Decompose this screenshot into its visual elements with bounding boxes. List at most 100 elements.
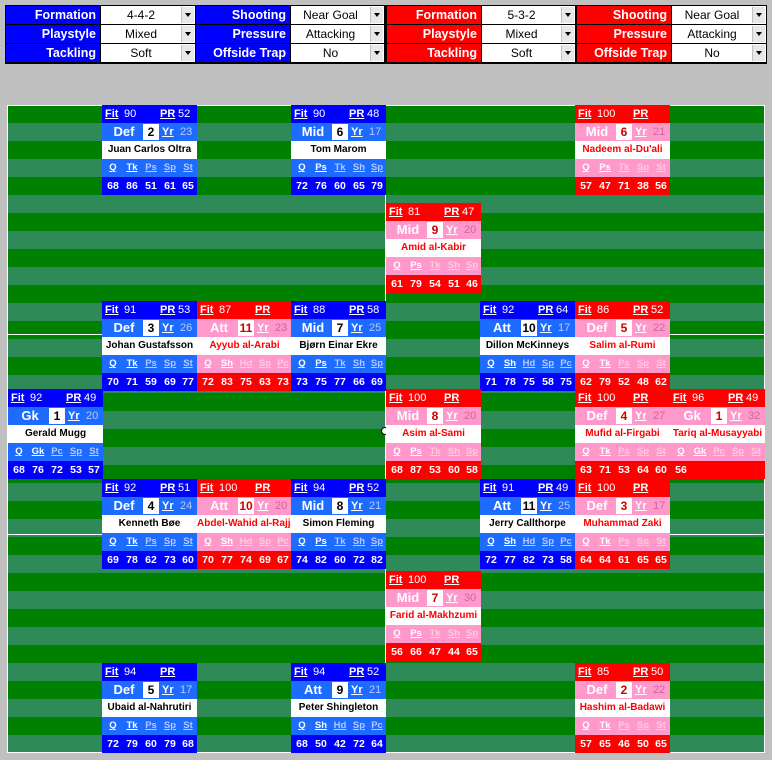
attribute-label[interactable]: Sp: [258, 536, 272, 547]
attribute-label[interactable]: Sp: [163, 358, 177, 369]
fit-label[interactable]: Fit: [200, 482, 214, 494]
yr-label[interactable]: Yr: [730, 410, 742, 422]
attribute-label[interactable]: Sp: [163, 536, 177, 547]
player-card[interactable]: Fit 92 PR 64 Att 10 Yr 17 Dillon McKinneys Q Sh Hd S…: [480, 301, 575, 391]
yr-label[interactable]: Yr: [635, 500, 647, 512]
player-name[interactable]: Ubaid al-Nahrutiri: [102, 699, 197, 717]
player-name[interactable]: Tariq al-Musayyabi: [670, 425, 765, 443]
player-card[interactable]: Fit 94 PR 52 Att 9 Yr 21 Peter Shingleton Q Sh Hd Sp…: [291, 663, 386, 753]
yr-label[interactable]: Yr: [68, 410, 80, 422]
attribute-label[interactable]: Pc: [371, 720, 383, 731]
attribute-label[interactable]: Sh: [220, 536, 234, 547]
shirt-number[interactable]: 9: [332, 682, 348, 698]
attribute-label[interactable]: Sh: [447, 260, 461, 271]
chevron-down-icon[interactable]: [370, 26, 383, 42]
pr-label[interactable]: PR: [444, 392, 460, 404]
player-card[interactable]: Fit 96 PR 49 Gk 1 Yr 32 Tariq al-Musayyabi Q Gk Pc S…: [670, 389, 765, 479]
pr-label[interactable]: PR: [349, 108, 365, 120]
yr-label[interactable]: Yr: [635, 410, 647, 422]
attribute-label[interactable]: Sp: [636, 536, 650, 547]
attribute-label[interactable]: Pc: [560, 536, 572, 547]
fit-label[interactable]: Fit: [389, 392, 403, 404]
attribute-label[interactable]: Tk: [126, 358, 138, 369]
attribute-label[interactable]: Ps: [618, 446, 630, 457]
shirt-number[interactable]: 8: [332, 498, 348, 514]
pr-label[interactable]: PR: [538, 304, 554, 316]
player-card[interactable]: Fit 90 PR 52 Def 2 Yr 23 Juan Carlos Oltra Q Tk Ps S…: [102, 105, 197, 195]
attribute-label[interactable]: Q: [582, 358, 590, 369]
attribute-label[interactable]: Sp: [163, 720, 177, 731]
attribute-label[interactable]: Q: [298, 358, 306, 369]
attribute-label[interactable]: Tk: [334, 358, 346, 369]
attribute-label[interactable]: Pc: [277, 358, 289, 369]
pr-label[interactable]: PR: [349, 666, 365, 678]
attribute-label[interactable]: Q: [204, 536, 212, 547]
player-card[interactable]: Fit 92 PR 51 Def 4 Yr 24 Kenneth Bøe Q Tk Ps Sp St 69 7…: [102, 479, 197, 569]
attribute-label[interactable]: Q: [487, 358, 495, 369]
attribute-label[interactable]: Q: [582, 162, 590, 173]
shirt-number[interactable]: 1: [711, 408, 727, 424]
shirt-number[interactable]: 2: [616, 682, 632, 698]
yr-label[interactable]: Yr: [351, 500, 363, 512]
attribute-label[interactable]: Ps: [618, 536, 630, 547]
attribute-label[interactable]: Sp: [69, 446, 83, 457]
attribute-label[interactable]: Sh: [220, 358, 234, 369]
player-card[interactable]: Fit 94 PR Def 5 Yr 17 Ubaid al-Nahrutiri Q Tk Ps Sp…: [102, 663, 197, 753]
player-name[interactable]: Nadeem al-Du'ali: [575, 141, 670, 159]
fit-label[interactable]: Fit: [389, 574, 403, 586]
attribute-label[interactable]: St: [89, 446, 99, 457]
red-playstyle-select[interactable]: Mixed: [482, 25, 575, 43]
blue-playstyle-select[interactable]: Mixed: [101, 25, 195, 43]
player-name[interactable]: Amid al-Kabir: [386, 239, 481, 257]
player-name[interactable]: Asim al-Sami: [386, 425, 481, 443]
fit-label[interactable]: Fit: [11, 392, 25, 404]
attribute-label[interactable]: St: [183, 720, 193, 731]
player-name[interactable]: Tom Marom: [291, 141, 386, 159]
yr-label[interactable]: Yr: [446, 224, 458, 236]
fit-label[interactable]: Fit: [578, 304, 592, 316]
yr-label[interactable]: Yr: [635, 126, 647, 138]
attribute-label[interactable]: Sp: [370, 536, 384, 547]
attribute-label[interactable]: Sp: [465, 446, 479, 457]
player-name[interactable]: Hashim al-Badawi: [575, 699, 670, 717]
attribute-label[interactable]: Sp: [541, 536, 555, 547]
yr-label[interactable]: Yr: [257, 322, 269, 334]
yr-label[interactable]: Yr: [635, 322, 647, 334]
fit-label[interactable]: Fit: [105, 108, 119, 120]
attribute-label[interactable]: St: [656, 536, 666, 547]
shirt-number[interactable]: 2: [143, 124, 159, 140]
attribute-label[interactable]: Tk: [599, 358, 611, 369]
attribute-label[interactable]: Q: [393, 446, 401, 457]
attribute-label[interactable]: St: [656, 720, 666, 731]
pr-label[interactable]: PR: [160, 482, 176, 494]
attribute-label[interactable]: Hd: [239, 536, 253, 547]
attribute-label[interactable]: Q: [109, 162, 117, 173]
attribute-label[interactable]: St: [183, 358, 193, 369]
attribute-label[interactable]: St: [656, 162, 666, 173]
attribute-label[interactable]: Tk: [429, 260, 441, 271]
player-card[interactable]: Fit 91 PR 53 Def 3 Yr 26 Johan Gustafsson Q Tk Ps Sp…: [102, 301, 197, 391]
attribute-label[interactable]: Sp: [163, 162, 177, 173]
attribute-label[interactable]: Q: [298, 162, 306, 173]
attribute-label[interactable]: Sp: [352, 720, 366, 731]
fit-label[interactable]: Fit: [673, 392, 687, 404]
attribute-label[interactable]: Sp: [370, 162, 384, 173]
player-name[interactable]: Johan Gustafsson: [102, 337, 197, 355]
fit-label[interactable]: Fit: [578, 392, 592, 404]
attribute-label[interactable]: Sh: [447, 446, 461, 457]
attribute-label[interactable]: St: [656, 446, 666, 457]
pr-label[interactable]: PR: [160, 666, 176, 678]
attribute-label[interactable]: Sp: [465, 628, 479, 639]
pr-label[interactable]: PR: [160, 304, 176, 316]
shirt-number[interactable]: 8: [427, 408, 443, 424]
player-name[interactable]: Kenneth Bøe: [102, 515, 197, 533]
attribute-label[interactable]: Q: [109, 358, 117, 369]
attribute-label[interactable]: Ps: [145, 720, 157, 731]
blue-pressure-select[interactable]: Attacking: [291, 25, 384, 43]
attribute-label[interactable]: Ps: [315, 358, 327, 369]
pr-label[interactable]: PR: [538, 482, 554, 494]
attribute-label[interactable]: Ps: [145, 536, 157, 547]
player-card[interactable]: Fit 81 PR 47 Mid 9 Yr 20 Amid al-Kabir Q Ps Tk Sh Sp 6…: [386, 203, 481, 293]
attribute-label[interactable]: Ps: [618, 720, 630, 731]
shirt-number[interactable]: 11: [238, 320, 254, 336]
